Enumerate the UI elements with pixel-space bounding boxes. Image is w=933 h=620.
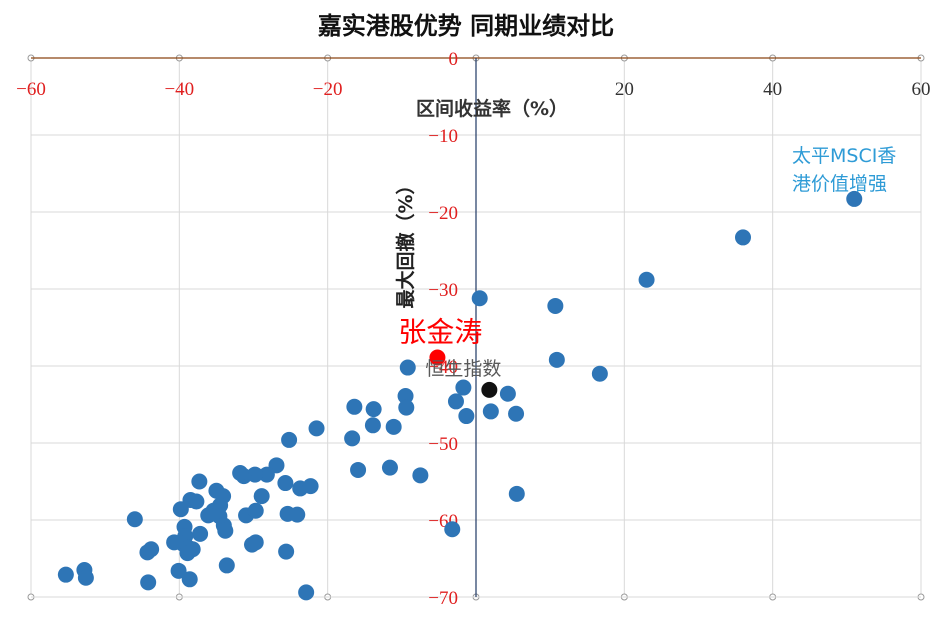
highlight-point xyxy=(429,349,446,366)
data-point xyxy=(77,569,94,586)
data-point xyxy=(218,557,235,574)
data-point xyxy=(217,522,234,539)
data-point xyxy=(458,408,475,425)
x-tick-label: 60 xyxy=(912,79,931,100)
data-point xyxy=(344,430,361,447)
data-point xyxy=(140,574,157,591)
data-points xyxy=(57,190,863,601)
data-point xyxy=(471,290,488,307)
data-point xyxy=(302,478,319,495)
data-point xyxy=(444,521,461,538)
data-point xyxy=(258,466,275,483)
data-point xyxy=(548,351,565,368)
axes: −60 −40 −20 20 40 600−10−20−30−40−50−60−70 xyxy=(16,49,930,609)
y-axis-label: 最大回撤（%） xyxy=(394,175,417,308)
data-point xyxy=(547,297,564,314)
data-point xyxy=(172,501,189,518)
data-point xyxy=(397,388,414,405)
data-point xyxy=(191,473,208,490)
data-point xyxy=(346,398,363,415)
data-point xyxy=(591,365,608,382)
data-point xyxy=(385,418,402,435)
index-label: 恒生指数 xyxy=(425,358,501,380)
x-tick-label: −40 xyxy=(164,79,194,100)
data-point xyxy=(289,506,306,523)
data-point xyxy=(188,493,205,510)
y-tick-label: −30 xyxy=(428,280,458,301)
data-point xyxy=(179,545,196,562)
annotation-line-1: 太平MSCI香 xyxy=(792,145,896,167)
data-point xyxy=(277,475,294,492)
annotation-line-2: 港价值增强 xyxy=(792,173,887,195)
data-point xyxy=(166,534,183,551)
data-point xyxy=(499,385,516,402)
x-tick-label: 20 xyxy=(615,79,634,100)
data-point xyxy=(846,190,863,207)
data-point xyxy=(170,562,187,579)
x-tick-label: −60 xyxy=(16,79,46,100)
data-point xyxy=(126,511,143,528)
data-point xyxy=(308,420,325,437)
data-point xyxy=(508,405,525,422)
x-axis-label: 区间收益率（%） xyxy=(416,97,568,120)
highlight-label: 张金涛 xyxy=(398,316,482,349)
y-tick-label: −50 xyxy=(428,434,458,455)
data-point xyxy=(381,459,398,476)
y-tick-label: 0 xyxy=(449,49,459,70)
data-point xyxy=(139,544,156,561)
data-point xyxy=(350,461,367,478)
y-tick-label: −10 xyxy=(428,126,458,147)
data-point xyxy=(412,467,429,484)
data-point xyxy=(278,543,295,560)
index-point xyxy=(481,381,498,398)
x-tick-label: −20 xyxy=(313,79,343,100)
data-point xyxy=(247,534,264,551)
data-point xyxy=(57,566,74,583)
data-point xyxy=(247,502,264,519)
data-point xyxy=(232,465,249,482)
data-point xyxy=(638,271,655,288)
data-point xyxy=(399,359,416,376)
data-point xyxy=(281,431,298,448)
data-point xyxy=(253,488,270,505)
data-point xyxy=(364,417,381,434)
chart-title: 嘉实港股优势 同期业绩对比 xyxy=(318,11,614,40)
data-point xyxy=(735,229,751,246)
data-point xyxy=(455,379,472,396)
data-point xyxy=(508,485,525,502)
x-tick-label: 40 xyxy=(763,79,782,100)
data-point xyxy=(482,403,499,420)
data-point xyxy=(447,393,464,410)
data-point xyxy=(298,584,315,601)
data-point xyxy=(365,401,382,418)
data-point xyxy=(181,571,198,588)
data-point xyxy=(398,399,415,416)
y-tick-label: −20 xyxy=(428,203,458,224)
y-tick-label: −70 xyxy=(428,588,458,609)
data-point xyxy=(192,525,209,542)
